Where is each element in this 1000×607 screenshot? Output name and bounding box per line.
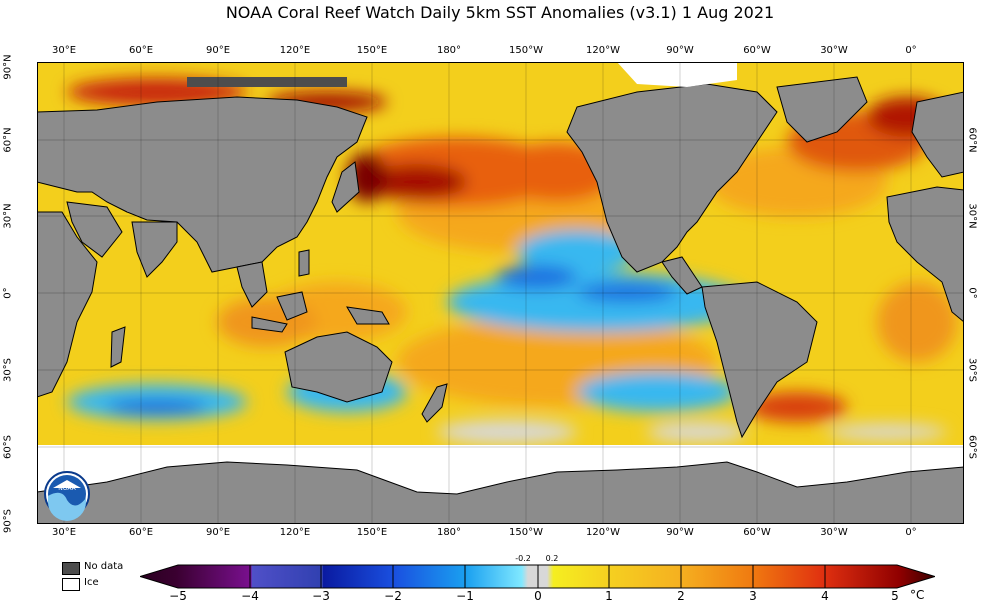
lon-tick: 0° [905,527,917,538]
colorbar-tick: 3 [749,589,757,603]
lon-tick: 0° [905,45,917,56]
colorbar-tick: −2 [384,589,402,603]
lon-tick: 120°W [586,45,620,56]
lat-tick: 0° [2,287,14,299]
arctic-no-data [187,77,347,87]
colorbar-tick: 5 [891,589,899,603]
lon-tick: 150°E [356,527,388,538]
lat-tick: 30°S [2,357,14,383]
lon-tick: 30°E [51,527,77,538]
map-title: NOAA Coral Reef Watch Daily 5km SST Anom… [225,3,775,22]
colorbar-tick: −4 [241,589,259,603]
lon-tick: 90°W [666,527,694,538]
lat-tick: 90°S [2,508,14,534]
lon-tick: 60°W [743,527,771,538]
ice-swatch [62,578,80,591]
colorbar-small-tick: -0.2 [515,554,531,563]
lon-tick: 30°W [820,45,848,56]
lon-tick: 120°W [586,527,620,538]
lon-tick: 90°E [205,527,231,538]
lon-tick: 120°E [279,527,311,538]
graticule [37,62,964,524]
lon-tick: 60°E [128,45,154,56]
lat-tick: 60°S [966,434,978,460]
lat-tick: 30°N [966,203,978,229]
lat-tick: 90°N [2,54,14,80]
svg-text:NOAA: NOAA [58,485,76,492]
lon-tick: 60°W [743,45,771,56]
lon-tick: 60°E [128,527,154,538]
lat-tick: 60°N [966,127,978,153]
no-data-label: No data [84,561,124,572]
ice-label: Ice [84,577,99,588]
land-masses [37,76,964,524]
lon-tick: 30°W [820,527,848,538]
noaa-logo-icon: NOAA [44,471,90,521]
colorbar-tick: −1 [456,589,474,603]
colorbar-tick: 2 [677,589,685,603]
colorbar [140,564,935,589]
colorbar-tick: −3 [312,589,330,603]
colorbar-tick: −5 [169,589,187,603]
lon-tick: 120°E [279,45,311,56]
lon-tick: 150°W [509,45,543,56]
lat-tick: 60°N [2,127,14,153]
lon-tick: 180° [436,527,462,538]
lon-tick: 180° [436,45,462,56]
lon-tick: 90°W [666,45,694,56]
colorbar-tick: 4 [821,589,829,603]
colorbar-tick: 1 [605,589,613,603]
lon-tick: 150°E [356,45,388,56]
sst-anomaly-map: NOAA [37,62,964,524]
lat-tick: 30°N [2,203,14,229]
anomaly-field [67,78,957,444]
lon-tick: 30°E [51,45,77,56]
lat-tick: 0° [966,287,978,299]
colorbar-small-tick: 0.2 [545,554,559,563]
colorbar-unit: °C [910,588,925,602]
no-data-swatch [62,562,80,575]
lat-tick: 30°S [966,357,978,383]
lon-tick: 90°E [205,45,231,56]
lon-tick: 150°W [509,527,543,538]
lat-tick: 60°S [2,434,14,460]
colorbar-tick: 0 [534,589,542,603]
arctic-ice [617,62,737,87]
